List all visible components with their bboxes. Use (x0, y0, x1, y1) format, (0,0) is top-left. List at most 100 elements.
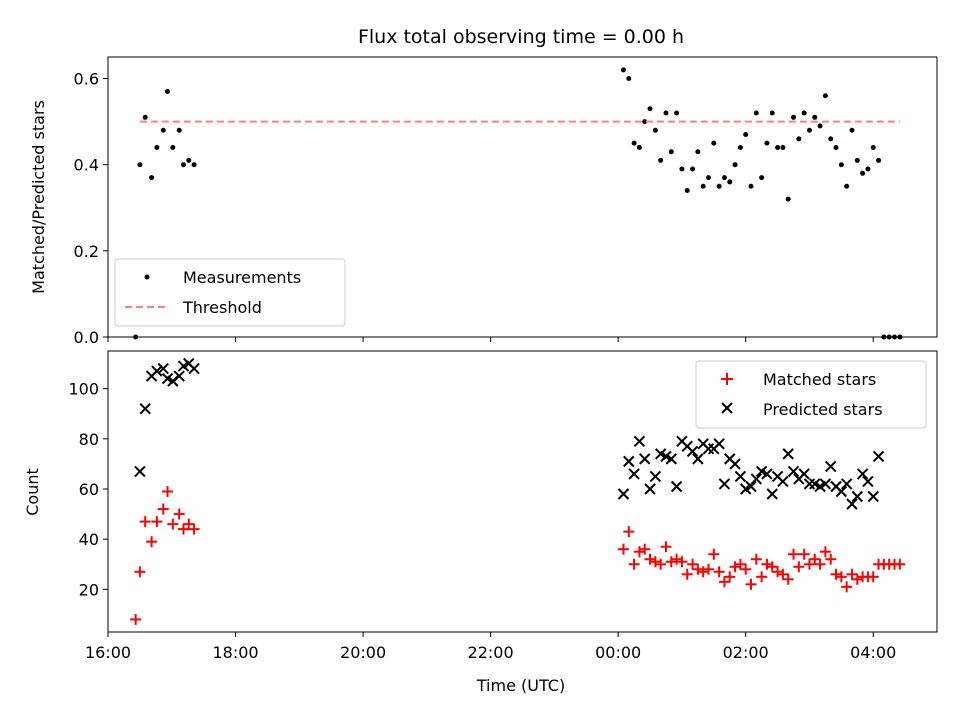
matched-star-point (671, 553, 683, 565)
measurement-point (191, 162, 197, 168)
predicted-star-point (623, 455, 635, 468)
y-tick-label: 0.0 (74, 328, 99, 347)
measurement-point (711, 140, 717, 146)
figure-title: Flux total observing time = 0.00 h (358, 26, 684, 48)
legend-threshold-label: Threshold (182, 298, 262, 317)
measurement-point (780, 144, 786, 150)
matched-star-point (188, 523, 200, 535)
bottom-x-ticks: 16:00 18:00 20:00 22:00 00:00 02:00 04:00 (85, 632, 896, 662)
measurement-point (133, 334, 139, 340)
predicted-star-point (766, 488, 778, 500)
matched-star-point (867, 571, 879, 583)
measurement-point (870, 144, 876, 150)
measurement-point (844, 183, 850, 189)
matched-star-point (766, 561, 778, 573)
legend-measurements-marker (144, 274, 150, 280)
measurement-point (149, 175, 155, 181)
matched-star-point (687, 558, 699, 570)
matched-star-point (777, 568, 789, 580)
y-tick-label: 0.4 (74, 156, 99, 175)
measurement-point (753, 110, 759, 116)
measurement-point (679, 166, 685, 172)
matched-star-point (756, 571, 768, 583)
y-tick-label: 40 (79, 530, 99, 549)
predicted-star-point (686, 445, 699, 458)
predicted-star-point (761, 468, 773, 480)
predicted-star-point (633, 435, 646, 448)
matched-star-point (697, 566, 709, 578)
matched-star-point (146, 536, 158, 548)
measurement-point (732, 162, 738, 168)
predicted-star-point (718, 478, 731, 490)
predicted-star-point (819, 478, 832, 490)
predicted-star-point (644, 483, 656, 495)
predicted-star-point (862, 475, 874, 488)
measurement-point (860, 170, 866, 176)
predicted-star-point (188, 362, 200, 375)
matched-star-point (708, 548, 720, 560)
predicted-star-point (851, 490, 863, 503)
predicted-star-point (729, 458, 741, 470)
measurement-point (700, 183, 706, 189)
measurement-point (137, 162, 143, 168)
measurement-point (176, 127, 182, 133)
measurement-point (620, 67, 626, 73)
matched-star-point (139, 516, 151, 528)
y-tick-label: 60 (79, 480, 99, 499)
matched-star-point (130, 613, 142, 625)
measurement-point (154, 144, 160, 150)
predicted-star-point (628, 468, 640, 480)
measurement-point (642, 119, 648, 125)
measurement-point (705, 175, 711, 181)
bottom-legend: Matched stars Predicted stars (695, 360, 927, 429)
matched-star-point (134, 566, 146, 578)
x-tick-label: 22:00 (468, 643, 514, 662)
matched-star-point (788, 548, 800, 560)
measurement-point (180, 162, 186, 168)
measurement-point (775, 144, 781, 150)
x-tick-label: 16:00 (85, 643, 131, 662)
measurement-point (806, 127, 812, 133)
matched-star-point (692, 563, 704, 575)
measurement-point (785, 196, 791, 202)
matched-star-point (151, 516, 163, 528)
matched-star-point (841, 581, 853, 593)
measurement-point (658, 157, 664, 163)
matched-star-point (798, 548, 810, 560)
measurement-point (626, 76, 632, 82)
predicted-star-point (670, 480, 683, 493)
predicted-star-point (665, 453, 678, 465)
matched-star-point (830, 568, 842, 580)
matched-star-point (639, 543, 651, 555)
predicted-star-point (702, 443, 715, 455)
measurement-point (886, 334, 892, 340)
legend-predicted-label: Predicted stars (763, 400, 883, 419)
measurement-point (170, 144, 176, 150)
matched-star-point (623, 526, 635, 538)
bottom-y-axis-label: Count (23, 468, 42, 516)
matched-star-point (772, 566, 784, 578)
measurement-point (769, 110, 775, 116)
measurement-point (668, 149, 674, 155)
x-tick-label: 20:00 (340, 643, 386, 662)
measurement-point (743, 132, 749, 138)
measurement-point (764, 140, 770, 146)
measurement-point (812, 114, 818, 120)
measurement-point (690, 166, 696, 172)
measurement-point (652, 127, 658, 133)
matched-star-point (628, 558, 640, 570)
top-y-axis-label: Matched/Predicted stars (29, 100, 48, 294)
matched-star-point (660, 541, 672, 553)
predicted-star-point (777, 475, 789, 488)
bottom-panel: 20 40 60 80 100 16:00 18:00 20:00 22:00 00:00 02:… (23, 350, 938, 662)
predicted-star-point (639, 453, 651, 465)
top-x-ticks (107, 337, 874, 342)
measurement-point (684, 188, 690, 194)
predicted-star-point (825, 460, 837, 473)
predicted-star-point (750, 473, 763, 485)
measurement-point (721, 175, 727, 181)
measurement-point (716, 183, 722, 189)
measurement-point (796, 136, 802, 142)
top-plot-frame (107, 56, 938, 338)
measurement-point (165, 88, 171, 94)
